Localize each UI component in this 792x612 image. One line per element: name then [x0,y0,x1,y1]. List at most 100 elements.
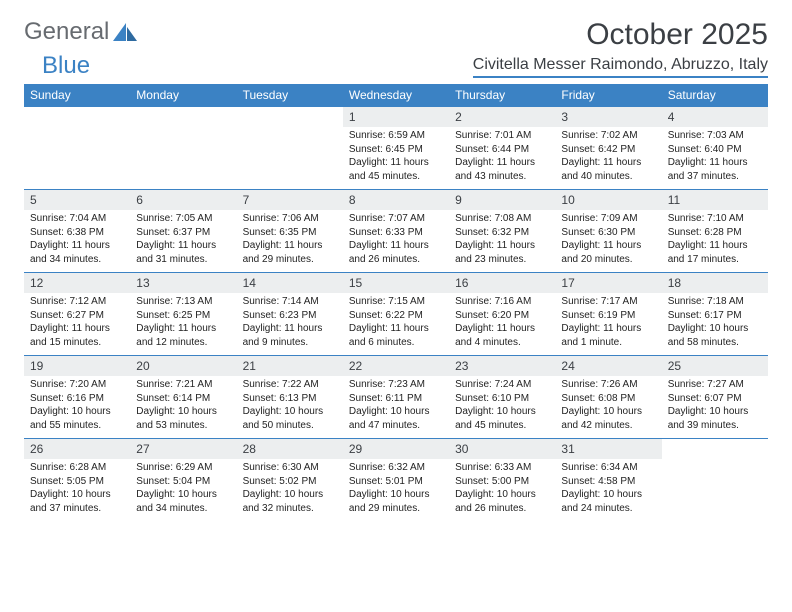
sunset-text: Sunset: 5:04 PM [136,475,230,489]
day-info: Sunrise: 7:15 AMSunset: 6:22 PMDaylight:… [343,293,449,355]
day-number: 24 [555,356,661,376]
day-number: 25 [662,356,768,376]
logo-text-general: General [24,18,109,46]
sunrise-text: Sunrise: 7:14 AM [243,295,337,309]
day-number: 4 [662,107,768,127]
sunset-text: Sunset: 6:40 PM [668,143,762,157]
sunrise-text: Sunrise: 7:16 AM [455,295,549,309]
week-info-row: Sunrise: 7:20 AMSunset: 6:16 PMDaylight:… [24,376,768,439]
day-cell-num: 22 [343,356,449,377]
sunset-text: Sunset: 6:45 PM [349,143,443,157]
sunrise-text: Sunrise: 7:26 AM [561,378,655,392]
day-number: 9 [449,190,555,210]
daylight-text-2: and 50 minutes. [243,419,337,433]
day-number [24,107,130,113]
day-number [662,439,768,445]
day-number: 3 [555,107,661,127]
day-cell-num: 8 [343,190,449,211]
sunrise-text: Sunrise: 7:20 AM [30,378,124,392]
daylight-text-1: Daylight: 11 hours [349,156,443,170]
day-cell-num: 15 [343,273,449,294]
logo: General [24,18,143,46]
daylight-text-2: and 53 minutes. [136,419,230,433]
sunset-text: Sunset: 6:44 PM [455,143,549,157]
daylight-text-1: Daylight: 11 hours [136,239,230,253]
daylight-text-1: Daylight: 10 hours [136,405,230,419]
day-cell-info: Sunrise: 7:10 AMSunset: 6:28 PMDaylight:… [662,210,768,273]
day-cell-num: 23 [449,356,555,377]
day-cell-info: Sunrise: 6:59 AMSunset: 6:45 PMDaylight:… [343,127,449,190]
day-number: 8 [343,190,449,210]
day-number: 14 [237,273,343,293]
day-header: Monday [130,84,236,107]
sunset-text: Sunset: 6:07 PM [668,392,762,406]
day-number: 13 [130,273,236,293]
day-header-row: Sunday Monday Tuesday Wednesday Thursday… [24,84,768,107]
daylight-text-2: and 37 minutes. [30,502,124,516]
day-number: 2 [449,107,555,127]
daylight-text-2: and 42 minutes. [561,419,655,433]
day-cell-info: Sunrise: 7:12 AMSunset: 6:27 PMDaylight:… [24,293,130,356]
month-title: October 2025 [473,18,768,52]
week-info-row: Sunrise: 7:04 AMSunset: 6:38 PMDaylight:… [24,210,768,273]
daylight-text-2: and 45 minutes. [349,170,443,184]
day-cell-info [24,127,130,190]
sunrise-text: Sunrise: 7:01 AM [455,129,549,143]
sunrise-text: Sunrise: 7:10 AM [668,212,762,226]
day-number [237,107,343,113]
day-cell-info: Sunrise: 7:24 AMSunset: 6:10 PMDaylight:… [449,376,555,439]
day-cell-num: 27 [130,439,236,460]
daylight-text-2: and 24 minutes. [561,502,655,516]
day-header: Sunday [24,84,130,107]
day-info: Sunrise: 6:59 AMSunset: 6:45 PMDaylight:… [343,127,449,189]
daylight-text-2: and 55 minutes. [30,419,124,433]
daylight-text-1: Daylight: 10 hours [561,405,655,419]
sunrise-text: Sunrise: 6:32 AM [349,461,443,475]
sunset-text: Sunset: 6:10 PM [455,392,549,406]
day-cell-num [662,439,768,460]
daylight-text-2: and 1 minute. [561,336,655,350]
daylight-text-1: Daylight: 10 hours [349,488,443,502]
day-cell-num [24,107,130,128]
day-info: Sunrise: 7:18 AMSunset: 6:17 PMDaylight:… [662,293,768,355]
sunset-text: Sunset: 6:08 PM [561,392,655,406]
sunset-text: Sunset: 6:22 PM [349,309,443,323]
day-info: Sunrise: 7:05 AMSunset: 6:37 PMDaylight:… [130,210,236,272]
day-cell-num: 1 [343,107,449,128]
sunrise-text: Sunrise: 7:27 AM [668,378,762,392]
week-daynum-row: 19202122232425 [24,356,768,377]
week-daynum-row: 12131415161718 [24,273,768,294]
sunset-text: Sunset: 6:17 PM [668,309,762,323]
day-cell-num: 17 [555,273,661,294]
day-info: Sunrise: 7:06 AMSunset: 6:35 PMDaylight:… [237,210,343,272]
day-info: Sunrise: 7:26 AMSunset: 6:08 PMDaylight:… [555,376,661,438]
day-info: Sunrise: 7:13 AMSunset: 6:25 PMDaylight:… [130,293,236,355]
day-cell-num: 26 [24,439,130,460]
day-cell-num: 5 [24,190,130,211]
day-number [130,107,236,113]
sunrise-text: Sunrise: 7:06 AM [243,212,337,226]
logo-blue-wrap: Blue [24,52,768,80]
sunrise-text: Sunrise: 7:02 AM [561,129,655,143]
day-cell-info: Sunrise: 7:07 AMSunset: 6:33 PMDaylight:… [343,210,449,273]
sunset-text: Sunset: 6:11 PM [349,392,443,406]
sunrise-text: Sunrise: 7:08 AM [455,212,549,226]
day-info: Sunrise: 7:03 AMSunset: 6:40 PMDaylight:… [662,127,768,189]
day-cell-info: Sunrise: 7:08 AMSunset: 6:32 PMDaylight:… [449,210,555,273]
sunset-text: Sunset: 6:33 PM [349,226,443,240]
day-cell-info: Sunrise: 6:29 AMSunset: 5:04 PMDaylight:… [130,459,236,521]
day-cell-num: 10 [555,190,661,211]
day-info: Sunrise: 7:17 AMSunset: 6:19 PMDaylight:… [555,293,661,355]
daylight-text-2: and 9 minutes. [243,336,337,350]
week-info-row: Sunrise: 7:12 AMSunset: 6:27 PMDaylight:… [24,293,768,356]
day-cell-info: Sunrise: 7:15 AMSunset: 6:22 PMDaylight:… [343,293,449,356]
day-header: Wednesday [343,84,449,107]
day-cell-num: 12 [24,273,130,294]
sunrise-text: Sunrise: 7:09 AM [561,212,655,226]
daylight-text-1: Daylight: 11 hours [561,156,655,170]
day-cell-info: Sunrise: 6:30 AMSunset: 5:02 PMDaylight:… [237,459,343,521]
daylight-text-1: Daylight: 10 hours [668,322,762,336]
day-info: Sunrise: 7:27 AMSunset: 6:07 PMDaylight:… [662,376,768,438]
day-info: Sunrise: 7:21 AMSunset: 6:14 PMDaylight:… [130,376,236,438]
daylight-text-1: Daylight: 10 hours [30,405,124,419]
